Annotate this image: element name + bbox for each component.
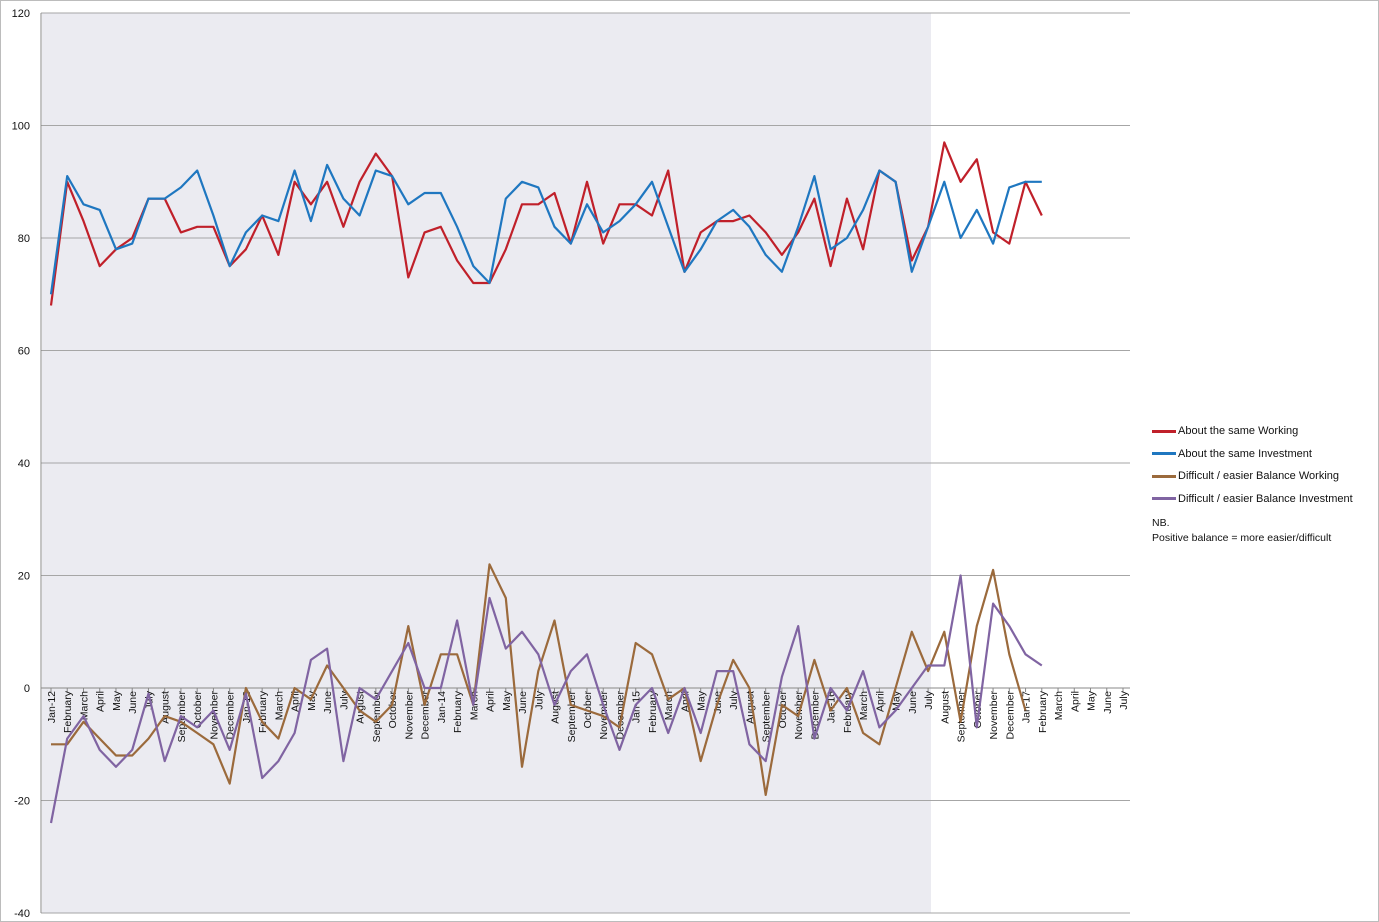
x-tick-label: December — [1004, 690, 1016, 739]
legend-swatch — [1152, 429, 1176, 433]
x-tick-label: July — [728, 690, 740, 709]
x-tick-label: July — [923, 690, 935, 709]
y-tick-label: 20 — [18, 571, 30, 583]
x-tick-label: April — [1069, 691, 1081, 712]
note-text: Positive balance = more easier/difficult — [1152, 532, 1332, 544]
x-tick-label: July — [533, 690, 545, 709]
x-tick-label: April — [485, 691, 497, 712]
x-tick-label: November — [598, 690, 610, 739]
x-tick-label: April — [874, 691, 886, 712]
legend-item-balance-working: Difficult / easier Balance Working — [1152, 465, 1377, 488]
x-tick-label: September — [371, 691, 383, 743]
x-tick-label: July — [338, 690, 350, 709]
y-tick-label: 40 — [18, 458, 30, 470]
series-line-2 — [49, 163, 1042, 295]
x-tick-label: November — [988, 690, 1000, 739]
x-tick-label: June — [127, 691, 139, 714]
x-tick-label: May — [1086, 690, 1098, 711]
x-tick-label: February — [647, 690, 659, 733]
x-tick-label: December — [225, 690, 237, 739]
legend-note: NB. Positive balance = more easier/diffi… — [1152, 516, 1377, 546]
x-tick-label: March — [78, 691, 90, 720]
y-tick-label: 80 — [18, 233, 30, 245]
x-tick-label: December — [420, 690, 432, 739]
legend-label: About the same Investment — [1178, 447, 1312, 460]
legend-swatch — [1152, 497, 1176, 501]
x-tick-label: May — [111, 690, 123, 711]
x-tick-label: October — [582, 691, 594, 729]
legend-label: Difficult / easier Balance Working — [1178, 470, 1339, 483]
legend-item-about-same-investment: About the same Investment — [1152, 443, 1377, 466]
x-tick-label: November — [403, 690, 415, 739]
y-tick-label: 60 — [18, 346, 30, 358]
legend: About the same Working About the same In… — [1152, 420, 1377, 546]
x-tick-label: March — [273, 691, 285, 720]
x-tick-label: June — [517, 691, 529, 714]
x-tick-label: March — [663, 691, 675, 720]
series-line-1 — [49, 141, 1043, 306]
x-tick-label: September — [761, 691, 773, 743]
x-tick-label: Jan-17 — [1021, 691, 1033, 723]
y-tick-label: 100 — [12, 121, 30, 133]
x-tick-label: Jan-14 — [436, 691, 448, 723]
x-tick-label: May — [696, 690, 708, 711]
x-tick-label: February — [1037, 690, 1049, 733]
x-tick-label: Jan-12 — [46, 691, 58, 723]
y-tick-label: 120 — [12, 8, 30, 20]
y-tick-label: -40 — [14, 908, 30, 920]
x-tick-label: March — [858, 691, 870, 720]
series-line-3 — [51, 563, 1027, 797]
x-tick-label: June — [907, 691, 919, 714]
x-tick-label: June — [1102, 691, 1114, 714]
legend-label: Difficult / easier Balance Investment — [1178, 492, 1353, 505]
y-tick-label: 0 — [24, 683, 30, 695]
x-tick-label: June — [322, 691, 334, 714]
x-tick-label: July — [1118, 690, 1130, 709]
x-tick-label: May — [306, 690, 318, 711]
legend-item-about-same-working: About the same Working — [1152, 420, 1377, 443]
x-tick-label: August — [160, 691, 172, 724]
x-tick-label: April — [95, 691, 107, 712]
x-tick-label: October — [192, 691, 204, 729]
x-tick-label: Jan-15 — [631, 691, 643, 723]
x-tick-label: March — [1053, 691, 1065, 720]
x-tick-label: September — [566, 691, 578, 743]
legend-item-balance-investment: Difficult / easier Balance Investment — [1152, 488, 1377, 511]
series-line-4 — [49, 574, 1043, 824]
x-tick-label: Jan-16 — [826, 691, 838, 723]
y-tick-label: -20 — [14, 796, 30, 808]
x-tick-label: August — [939, 691, 951, 724]
note-title: NB. — [1152, 517, 1170, 529]
x-tick-label: May — [501, 690, 513, 711]
legend-swatch — [1152, 452, 1176, 456]
x-tick-label: February — [257, 690, 269, 733]
legend-label: About the same Working — [1178, 425, 1299, 438]
x-tick-label: February — [452, 690, 464, 733]
x-tick-label: October — [387, 691, 399, 729]
legend-swatch — [1152, 474, 1176, 478]
x-tick-label: February — [62, 690, 74, 733]
